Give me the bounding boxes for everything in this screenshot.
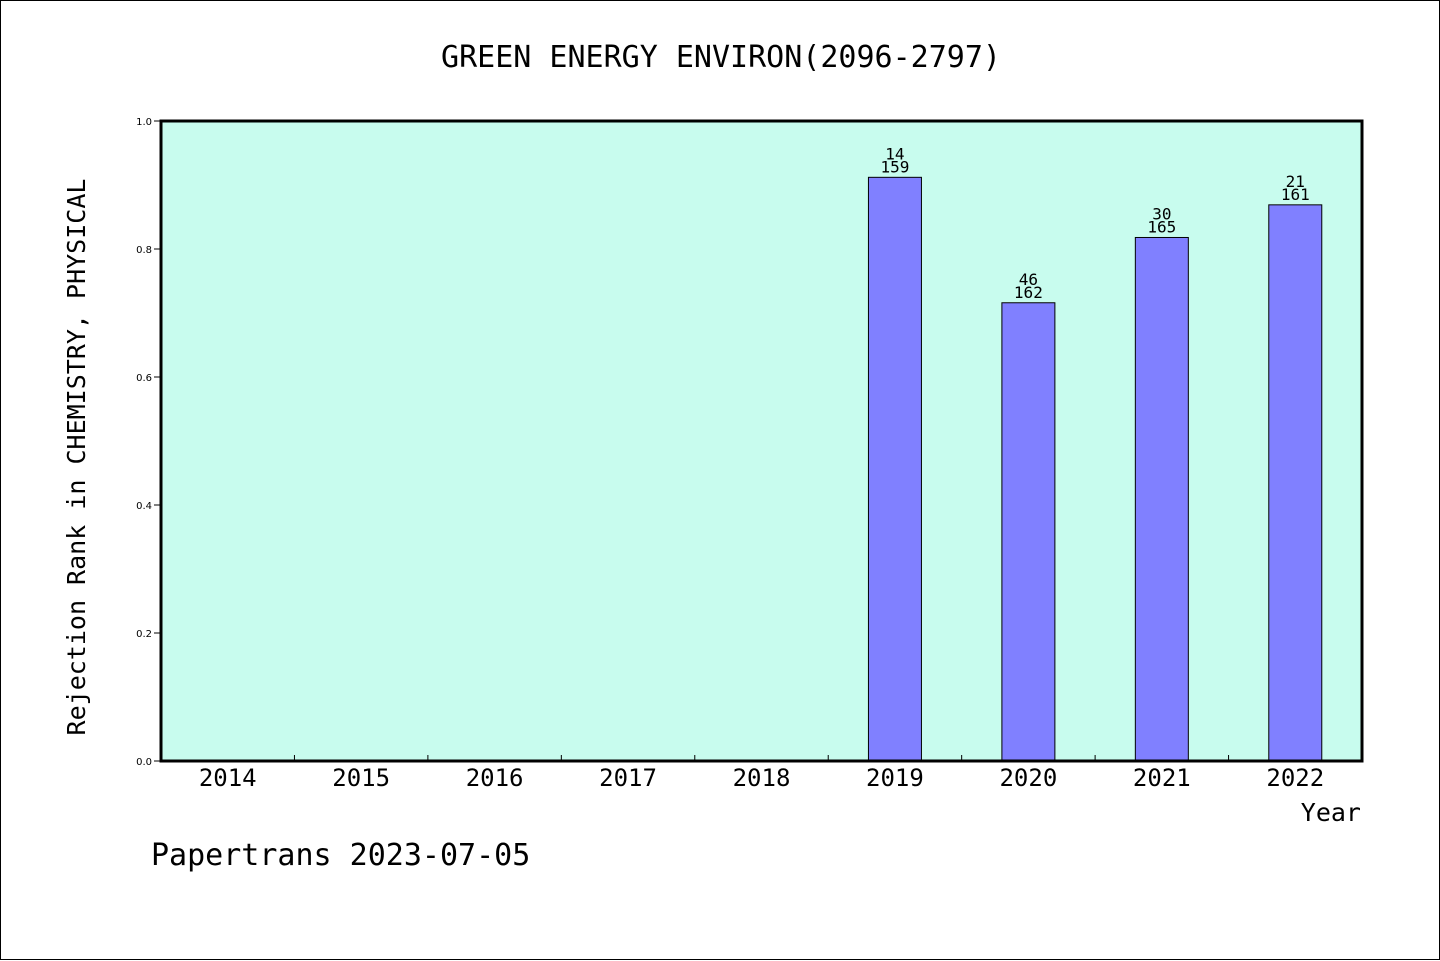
chart-title: GREEN ENERGY ENVIRON(2096-2797) xyxy=(441,40,1001,75)
bar-label-2019-1: 14 xyxy=(885,144,904,163)
x-tick-label-2018: 2018 xyxy=(733,764,791,792)
x-axis-label: Year xyxy=(1301,798,1361,827)
bar-label-2021-2: 165 xyxy=(1147,217,1176,236)
y-tick-label-0.2: 0.2 xyxy=(136,629,152,640)
y-tick-label-0.4: 0.4 xyxy=(136,501,152,512)
bar-2021 xyxy=(1134,236,1189,762)
x-tick-label-2017: 2017 xyxy=(599,764,657,792)
y-tick-label-0.8: 0.8 xyxy=(136,245,152,256)
x-tick-label-2021: 2021 xyxy=(1133,764,1191,792)
x-tick-label-2019: 2019 xyxy=(866,764,924,792)
bar-2022 xyxy=(1268,204,1323,762)
bar-label-2021-1: 30 xyxy=(1152,204,1171,223)
bars-group xyxy=(867,176,1323,762)
bar-label-2020-1: 46 xyxy=(1019,270,1038,289)
x-tick-label-2015: 2015 xyxy=(332,764,390,792)
footer-credit: Papertrans 2023-07-05 xyxy=(151,838,530,873)
bar-label-2022-1: 21 xyxy=(1286,172,1305,191)
y-ticks-group: 0.0 0.2 0.4 0.6 0.8 1.0 xyxy=(136,117,161,768)
bar-label-2019-2: 159 xyxy=(880,157,909,176)
x-tick-label-2016: 2016 xyxy=(466,764,524,792)
y-axis-label: Rejection Rank in CHEMISTRY, PHYSICAL xyxy=(62,179,91,736)
y-tick-label-0.0: 0.0 xyxy=(136,757,152,768)
x-tick-label-2020: 2020 xyxy=(999,764,1057,792)
bar-2020 xyxy=(1001,302,1056,762)
y-tick-label-0.6: 0.6 xyxy=(136,373,152,384)
x-tick-label-2014: 2014 xyxy=(199,764,257,792)
y-tick-label-1.0: 1.0 xyxy=(136,117,152,128)
bar-2019 xyxy=(867,176,922,762)
x-tick-label-2022: 2022 xyxy=(1266,764,1324,792)
x-ticks-group: 2014 2015 2016 2017 2018 2019 2020 2021 2022 xyxy=(199,755,1324,792)
plot-border xyxy=(159,119,1364,763)
bar-label-2020-2: 162 xyxy=(1014,283,1043,302)
bar-label-2022-2: 161 xyxy=(1281,185,1310,204)
